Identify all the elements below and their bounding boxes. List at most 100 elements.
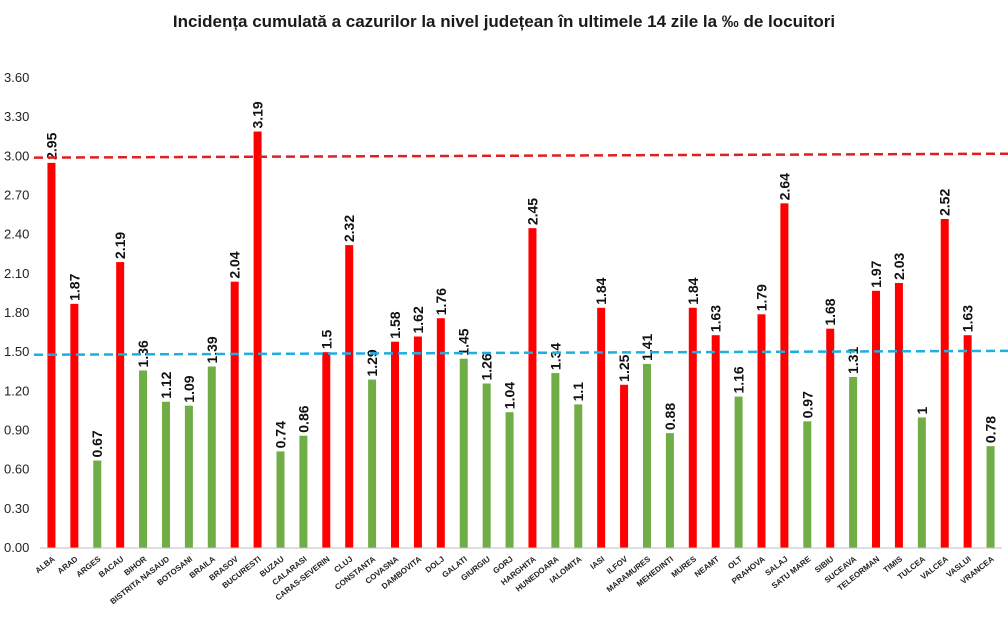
bar (436, 318, 445, 548)
data-label: 1.26 (479, 353, 495, 380)
x-tick-label: MURES (670, 554, 699, 579)
data-label: 1.63 (960, 305, 976, 332)
data-label: 1.34 (547, 343, 563, 370)
data-label: 1.25 (616, 354, 632, 381)
bar (391, 341, 400, 548)
reference-line (33, 152, 1008, 159)
data-label: 1.76 (433, 288, 449, 315)
data-label: 1 (914, 406, 930, 414)
bar (161, 401, 170, 548)
bar (940, 219, 949, 548)
data-label: 1.39 (204, 336, 220, 363)
data-label: 2.03 (891, 253, 907, 280)
data-label: 1.16 (731, 366, 747, 393)
bars (47, 131, 995, 549)
data-label: 0.86 (295, 405, 311, 432)
bar (230, 281, 239, 548)
data-label: 1.1 (570, 382, 586, 402)
bar (963, 335, 972, 548)
y-tick-label: 3.30 (4, 109, 29, 124)
bar (734, 396, 743, 548)
bar (207, 366, 216, 548)
data-label: 2.95 (43, 132, 59, 159)
data-label: 3.19 (250, 101, 266, 128)
y-tick-label: 2.40 (4, 227, 29, 242)
data-label: 1.58 (387, 311, 403, 338)
bar (368, 379, 377, 548)
bar (780, 203, 789, 549)
data-label: 1.68 (822, 298, 838, 325)
bar (620, 384, 629, 548)
y-tick-label: 3.60 (4, 70, 29, 85)
data-label: 0.88 (662, 403, 678, 430)
data-label: 1.29 (364, 349, 380, 376)
bar (139, 370, 148, 548)
bar (849, 376, 858, 548)
data-label: 2.19 (112, 232, 128, 259)
bar (70, 303, 79, 548)
y-tick-label: 1.80 (4, 305, 29, 320)
bar (597, 307, 606, 548)
bar (505, 412, 514, 548)
bar (574, 404, 583, 548)
x-tick-label: OLT (726, 554, 744, 571)
y-tick-label: 0.60 (4, 462, 29, 477)
data-label: 2.04 (227, 251, 243, 278)
bar (986, 446, 995, 548)
data-label: 1.09 (181, 375, 197, 402)
data-label: 0.67 (89, 430, 105, 457)
data-label: 1.87 (66, 273, 82, 300)
y-tick-label: 0.00 (4, 540, 29, 555)
bar (551, 373, 560, 548)
data-label: 0.74 (273, 421, 289, 448)
data-label: 1.45 (456, 328, 472, 355)
y-tick-label: 1.50 (4, 344, 29, 359)
chart-title: Incidența cumulată a cazurilor la nivel … (173, 12, 835, 31)
data-label: 1.62 (410, 306, 426, 333)
bar (299, 435, 308, 548)
data-label: 0.78 (983, 416, 999, 443)
data-label: 2.32 (341, 215, 357, 242)
x-tick-label: IASI (589, 554, 607, 571)
data-label: 1.84 (685, 277, 701, 304)
bar (322, 352, 331, 548)
x-tick-label: ALBA (34, 554, 57, 575)
bar (528, 228, 537, 548)
y-tick-label: 0.90 (4, 423, 29, 438)
data-label: 1.97 (868, 260, 884, 287)
bar (894, 282, 903, 548)
data-label: 1.41 (639, 333, 655, 360)
y-tick-label: 3.00 (4, 148, 29, 163)
bar (459, 358, 468, 548)
bar (93, 460, 102, 548)
reference-lines (33, 152, 1008, 357)
data-label: 1.12 (158, 371, 174, 398)
y-tick-label: 2.70 (4, 188, 29, 203)
data-label: 1.04 (502, 382, 518, 409)
bar (688, 307, 697, 548)
data-labels: 2.95 1.87 0.67 2.19 1.36 1.12 1.09 1.39 2.04 3.19… (43, 101, 998, 457)
x-tick-label: BACAU (97, 554, 125, 579)
bar (642, 363, 651, 548)
y-axis: 0.00 0.30 0.60 0.90 1.20 1.50 1.80 2.10 2.40 2.70… (4, 70, 29, 555)
data-label: 1.31 (845, 347, 861, 374)
bar (345, 245, 354, 548)
bar (711, 335, 720, 548)
y-tick-label: 2.10 (4, 266, 29, 281)
bar (116, 262, 125, 548)
bar (253, 131, 262, 548)
data-label: 1.63 (708, 305, 724, 332)
data-label: 1.36 (135, 340, 151, 367)
data-label: 2.52 (937, 189, 953, 216)
x-tick-label: NEAMT (693, 554, 721, 579)
bar (665, 433, 674, 548)
bar (872, 290, 881, 548)
bar (413, 336, 422, 548)
data-label: 2.45 (524, 198, 540, 225)
data-label: 1.84 (593, 277, 609, 304)
data-label: 1.79 (754, 284, 770, 311)
data-label: 0.97 (799, 391, 815, 418)
data-label: 2.64 (776, 173, 792, 200)
reference-line (33, 349, 1008, 357)
